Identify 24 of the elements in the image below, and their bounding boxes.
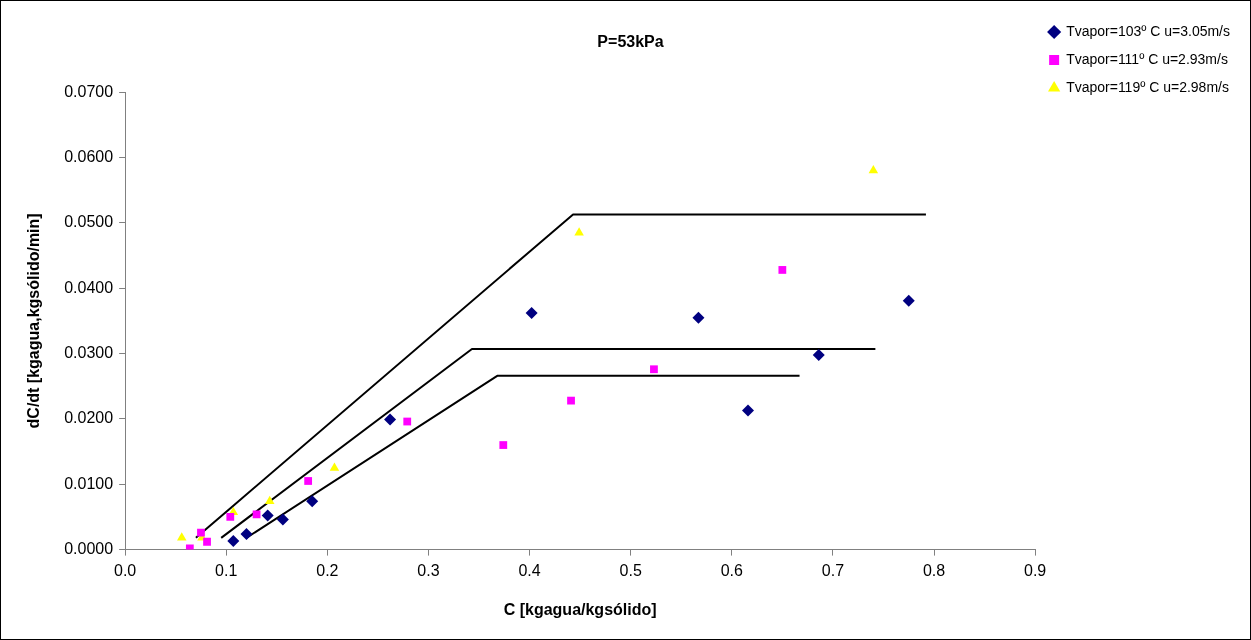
x-tick-label: 0.1 — [215, 561, 238, 579]
x-tick-label: 0.5 — [619, 561, 642, 579]
legend-label: Tvapor=111º C u=2.93m/s — [1066, 50, 1228, 67]
x-tick-label: 0.6 — [720, 561, 744, 579]
x-tick-label: 0.9 — [1024, 561, 1047, 579]
y-tick-label: 0.0200 — [64, 409, 114, 427]
y-tick-label: 0.0700 — [64, 82, 114, 100]
y-tick-label: 0.0000 — [64, 540, 114, 558]
x-tick-label: 0.2 — [316, 561, 339, 579]
legend-label: Tvapor=103º C u=3.05m/s — [1066, 22, 1230, 39]
legend-label: Tvapor=119º C u=2.98m/s — [1066, 78, 1229, 95]
y-axis-title: dC/dt [kgagua,kgsólido/min] — [25, 213, 43, 429]
x-tick-label: 0.3 — [417, 561, 440, 579]
y-tick-label: 0.0300 — [64, 343, 114, 361]
y-tick-label: 0.0100 — [64, 474, 114, 492]
y-tick-label: 0.0600 — [64, 147, 114, 165]
y-tick-label: 0.0400 — [64, 278, 114, 296]
x-tick-label: 0.4 — [518, 561, 541, 579]
x-tick-label: 0.7 — [821, 561, 845, 579]
chart-title: P=53kPa — [597, 33, 664, 51]
x-tick-label: 0.8 — [922, 561, 946, 579]
x-tick-label: 0.0 — [114, 561, 137, 579]
y-tick-label: 0.0500 — [64, 213, 114, 231]
x-axis-title: C [kgagua/kgsólido] — [503, 600, 657, 618]
